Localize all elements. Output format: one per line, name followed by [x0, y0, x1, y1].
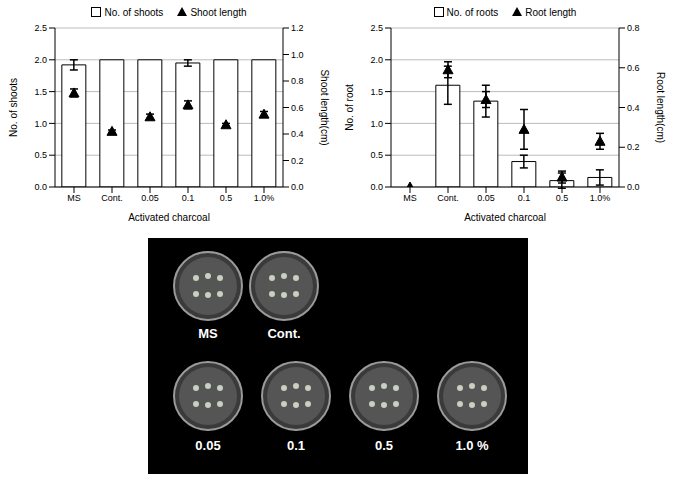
svg-text:0.5: 0.5 [556, 193, 569, 203]
svg-text:0.0: 0.0 [34, 182, 47, 192]
svg-text:1.0: 1.0 [291, 50, 304, 60]
svg-text:0.05: 0.05 [141, 193, 159, 203]
svg-text:Activated charcoal: Activated charcoal [128, 212, 210, 223]
svg-text:0.1: 0.1 [287, 438, 305, 453]
svg-text:0.2: 0.2 [627, 142, 640, 152]
svg-text:2.5: 2.5 [370, 23, 383, 33]
svg-text:0.4: 0.4 [291, 129, 304, 139]
svg-text:0.5: 0.5 [220, 193, 233, 203]
svg-text:1.5: 1.5 [370, 87, 383, 97]
svg-text:MS: MS [198, 326, 218, 341]
svg-text:Shoot length(cm): Shoot length(cm) [319, 69, 330, 145]
svg-text:0.05: 0.05 [195, 438, 220, 453]
svg-text:No. of shoots: No. of shoots [8, 78, 19, 137]
svg-text:2.0: 2.0 [34, 55, 47, 65]
svg-text:MS: MS [67, 193, 81, 203]
html-text:No. of shoots: No. of shoots [104, 6, 164, 18]
svg-text:1.0%: 1.0% [590, 193, 611, 203]
svg-text:No. of root: No. of root [344, 84, 355, 131]
svg-text:0.1: 0.1 [182, 193, 195, 203]
svg-text:Root length(cm): Root length(cm) [655, 72, 666, 143]
svg-text:MS: MS [403, 193, 417, 203]
svg-text:0.1: 0.1 [518, 193, 531, 203]
svg-text:1.0: 1.0 [34, 119, 47, 129]
html-text:Root length: Root length [525, 6, 577, 18]
svg-text:1.2: 1.2 [291, 23, 304, 33]
svg-text:0.05: 0.05 [477, 193, 495, 203]
svg-text:0.8: 0.8 [291, 76, 304, 86]
svg-text:0.6: 0.6 [627, 63, 640, 73]
svg-text:0.5: 0.5 [34, 150, 47, 160]
svg-text:Cont.: Cont. [437, 193, 459, 203]
svg-text:Activated charcoal: Activated charcoal [464, 212, 546, 223]
svg-text:0.8: 0.8 [627, 23, 640, 33]
svg-text:0.4: 0.4 [627, 103, 640, 113]
html-text:No. of roots: No. of roots [446, 6, 499, 18]
svg-text:2.5: 2.5 [34, 23, 47, 33]
svg-text:0.2: 0.2 [291, 156, 304, 166]
svg-text:Cont.: Cont. [101, 193, 123, 203]
svg-text:0.0: 0.0 [627, 182, 640, 192]
svg-text:0.6: 0.6 [291, 103, 304, 113]
html-text:Shoot length: Shoot length [190, 6, 247, 18]
svg-text:1.0%: 1.0% [254, 193, 275, 203]
svg-text:0.5: 0.5 [370, 150, 383, 160]
svg-text:0.0: 0.0 [370, 182, 383, 192]
svg-text:1.0 %: 1.0 % [455, 438, 489, 453]
svg-text:0.5: 0.5 [375, 438, 393, 453]
svg-text:1.5: 1.5 [34, 87, 47, 97]
svg-text:1.0: 1.0 [370, 119, 383, 129]
svg-text:2.0: 2.0 [370, 55, 383, 65]
svg-text:Cont.: Cont. [267, 326, 300, 341]
svg-text:0.0: 0.0 [291, 182, 304, 192]
